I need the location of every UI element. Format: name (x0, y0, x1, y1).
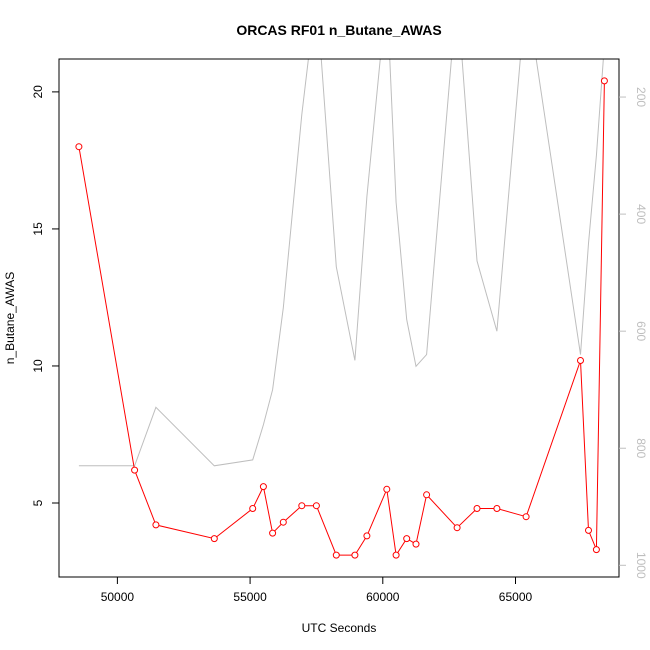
y-axis-left: 5 10 15 20 (31, 85, 59, 506)
series-line (78, 80, 605, 557)
data-point (332, 551, 340, 559)
data-point (522, 513, 530, 521)
secondary-series-line (78, 59, 604, 467)
data-point (493, 505, 501, 512)
x-tick-label: 50000 (101, 590, 135, 604)
secondary-series-layer (78, 59, 604, 467)
data-point (279, 518, 287, 526)
data-point (412, 540, 420, 548)
y-axis-right: 200 400 600 800 1000 (619, 87, 648, 579)
data-point (210, 535, 218, 543)
x-tick-label: 55000 (233, 590, 267, 604)
x-tick-label: 65000 (499, 590, 533, 604)
y-tick-label: 15 (31, 222, 45, 236)
y-tick-label: 5 (31, 499, 45, 506)
data-point (453, 524, 461, 532)
y2-tick-label: 200 (634, 87, 648, 107)
y2-tick-label: 1000 (634, 552, 648, 579)
y-axis-label: n_Butane_AWAS (3, 272, 17, 365)
data-point (592, 546, 600, 554)
y2-tick-label: 400 (634, 204, 648, 224)
data-point (585, 526, 592, 534)
x-tick-label: 60000 (366, 590, 400, 604)
y-tick-label: 10 (31, 359, 45, 373)
data-point (383, 485, 391, 493)
data-point (473, 505, 481, 512)
data-point (423, 491, 431, 499)
data-point (259, 483, 267, 491)
x-axis-label: UTC Seconds (302, 621, 377, 635)
data-point (577, 357, 584, 364)
y2-tick-label: 800 (634, 438, 648, 458)
data-point (403, 535, 411, 543)
data-point (351, 551, 359, 559)
y2-tick-label: 600 (634, 321, 648, 341)
data-point (363, 532, 371, 540)
data-point (249, 505, 257, 512)
data-point (600, 77, 608, 85)
data-point (392, 551, 400, 559)
chart-title: ORCAS RF01 n_Butane_AWAS (236, 22, 441, 38)
x-axis: 50000 55000 60000 65000 (101, 576, 533, 604)
data-point (298, 502, 306, 510)
data-point (131, 466, 139, 474)
primary-series-layer (75, 77, 608, 559)
data-point (269, 529, 277, 537)
y-tick-label: 20 (31, 85, 45, 99)
data-point (152, 521, 160, 529)
data-point (312, 502, 320, 510)
data-point (75, 143, 83, 151)
